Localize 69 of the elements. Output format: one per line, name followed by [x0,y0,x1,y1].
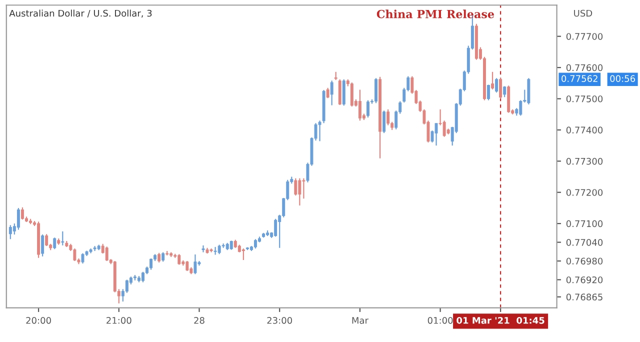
candlestick [186,260,189,272]
y-tick-label: 0.76980 [566,258,603,265]
candlestick [358,89,362,122]
candlestick [16,207,20,230]
candlestick [254,238,257,250]
candlestick [495,78,498,94]
y-tick-label: 0.77300 [566,158,603,165]
candlestick [519,100,522,116]
candlestick [93,245,96,252]
candlestick [218,244,221,255]
text: 0.77562 [562,75,598,82]
candlestick [294,178,298,196]
text: 00:56 [610,75,636,82]
candlestick [41,234,44,257]
y-tick-label: 0.77100 [566,220,603,228]
candlestick [53,237,56,250]
candlestick [342,78,346,106]
candlestick [61,230,64,246]
candlestick [150,258,153,270]
y-tick-label: 0.76920 [566,276,603,284]
y-tick-label: 0.77200 [566,189,603,196]
candlestick [45,234,48,247]
y-tick-label: 0.77400 [566,126,603,134]
y-tick-label: 0.77600 [566,64,603,72]
candlestick [386,108,390,126]
candlestick [442,120,446,138]
x-tick-label: 01 Mar '21 01:45 [456,316,544,324]
candlestick [527,78,530,105]
candlestick [366,100,370,118]
candlestick [8,224,12,240]
candlestick [202,244,205,253]
y-axis-title: USD [574,10,592,17]
y-tick-label: 0.76865 [566,294,602,300]
candlestick [499,78,502,100]
candlestick [491,71,494,90]
candlestick [242,248,245,261]
x-tick-label: 28 [194,316,204,324]
candlestick [350,82,354,108]
candlestick [374,78,378,104]
y-tick-label: 0.77040 [566,239,603,246]
candlestick [487,84,490,101]
x-tick-label: 23:00 [267,316,292,324]
candlestick [274,218,278,238]
candlestick [194,254,197,275]
candlestick [298,178,302,206]
candlestick [81,252,84,264]
candlestick [330,80,334,106]
y-tick-label: 0.77500 [566,95,603,102]
candlestick [20,206,24,220]
candlestick [105,246,108,262]
candlestick [338,78,342,106]
candlestick [382,110,386,134]
x-tick-label: Mar [352,317,368,324]
y-tick-label: 0.77700 [566,33,603,40]
candlestick [73,248,76,262]
candlestick [302,178,306,200]
candlestick [178,254,181,266]
x-tick-label: 20:00 [26,316,51,324]
x-tick-label: 01:00 [428,316,453,324]
candlestick [434,122,438,146]
chart-title: Australian Dollar / U.S. Dollar, 3 [9,10,152,18]
candlestick [142,271,144,283]
candlestick [230,240,233,250]
x-tick-label: 21:00 [106,316,132,324]
candlestick [158,252,161,264]
candlestick [326,87,330,99]
candlestick [125,279,128,294]
candlestick [162,252,165,262]
ref-line-label: China PMI Release [376,10,494,18]
